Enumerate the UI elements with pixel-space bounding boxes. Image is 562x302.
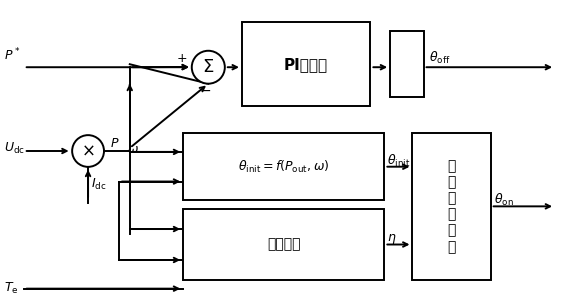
Text: +: +: [176, 52, 187, 65]
Text: $U_{\rm dc}$: $U_{\rm dc}$: [4, 140, 25, 156]
Text: −: −: [200, 84, 211, 98]
Text: $\theta_{\rm on}$: $\theta_{\rm on}$: [493, 192, 513, 208]
Bar: [183, 133, 384, 200]
Text: 效率计算: 效率计算: [267, 237, 301, 252]
Text: 效
率
优
化
单
元: 效 率 优 化 单 元: [447, 159, 456, 254]
Bar: [183, 209, 384, 280]
Text: $\eta$: $\eta$: [387, 232, 397, 246]
Text: $T_{\rm e}$: $T_{\rm e}$: [4, 281, 19, 296]
Text: $P$: $P$: [110, 137, 120, 150]
Text: $P^*$: $P^*$: [4, 47, 20, 63]
Text: $\Sigma$: $\Sigma$: [202, 58, 215, 76]
Bar: [390, 31, 424, 97]
Bar: [242, 22, 370, 106]
Text: PI控制器: PI控制器: [284, 57, 328, 72]
Text: $\theta_{\rm init}$$=f(P_{\rm out},\omega)$: $\theta_{\rm init}$$=f(P_{\rm out},\omeg…: [238, 159, 329, 175]
Text: $\theta_{\rm off}$: $\theta_{\rm off}$: [429, 50, 451, 66]
Text: $\omega$: $\omega$: [127, 143, 139, 156]
Ellipse shape: [192, 51, 225, 84]
Text: $\theta_{\rm init}$: $\theta_{\rm init}$: [387, 153, 410, 169]
Bar: [413, 133, 491, 280]
Text: $\times$: $\times$: [81, 142, 95, 160]
Text: $I_{\rm dc}$: $I_{\rm dc}$: [91, 177, 106, 192]
Ellipse shape: [72, 135, 104, 167]
